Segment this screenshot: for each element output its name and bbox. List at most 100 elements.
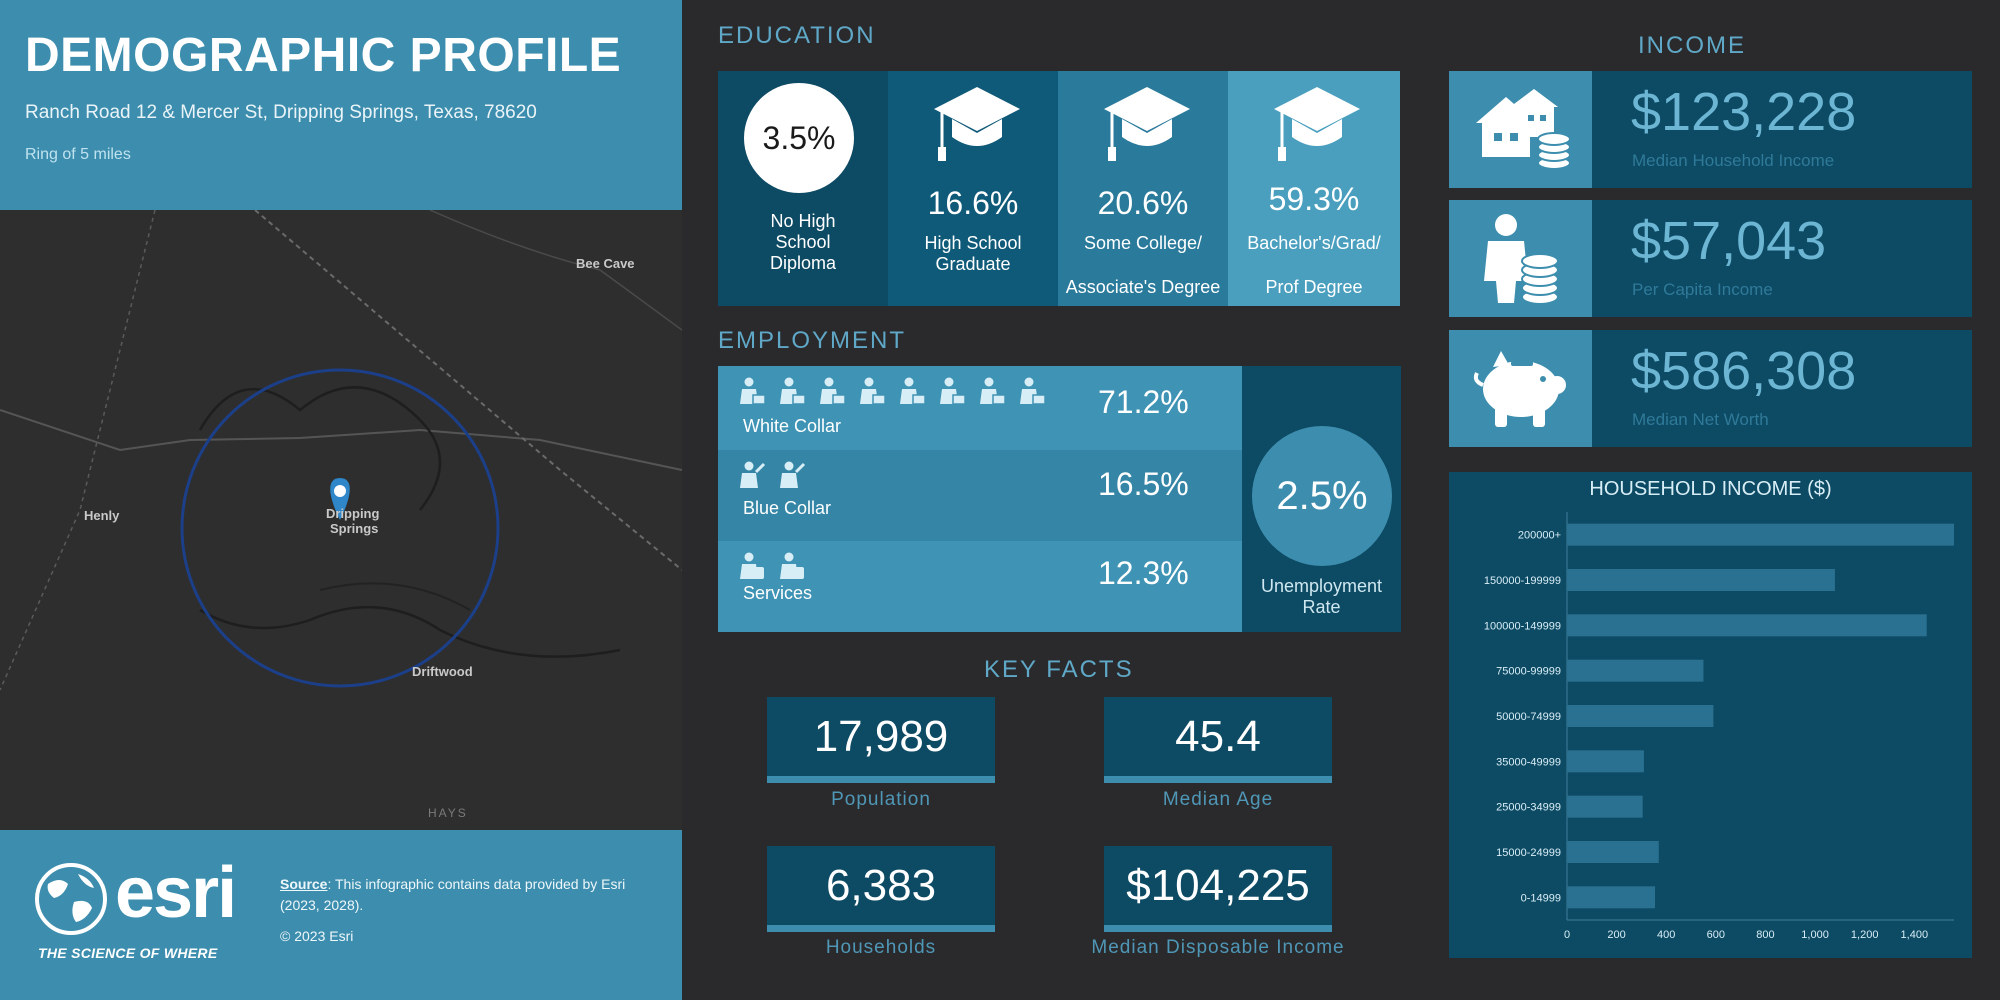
edu-label-line1: Some College/: [1083, 233, 1203, 253]
unemployment-panel: 2.5% Unemployment Rate: [1242, 366, 1401, 632]
unemployment-label-line1: Unemployment: [1260, 576, 1383, 596]
ring-circle: [180, 368, 500, 688]
category-label: 75000-99999: [1496, 666, 1561, 678]
key-fact-households-value: 6,383: [767, 846, 995, 932]
office-worker-icon: [740, 377, 766, 405]
source-note: Source: This infographic contains data p…: [280, 874, 660, 916]
source-text: : This infographic contains data provide…: [280, 876, 626, 913]
key-facts-title: KEY FACTS: [984, 656, 1134, 683]
unemployment-label: Unemployment Rate: [1242, 576, 1401, 618]
education-no-diploma: 3.5% No High School Diploma: [718, 71, 888, 306]
employment-row-blue-collar: Blue Collar 16.5%: [718, 450, 1242, 541]
unemployment-label-line2: Rate: [1302, 597, 1341, 617]
office-worker-icon: [980, 377, 1006, 405]
edu-pct-circle: 3.5%: [744, 83, 854, 193]
household-income-chart-panel: HOUSEHOLD INCOME ($) 200000+ 150000-19999…: [1449, 472, 1972, 958]
bar-150000-199999[interactable]: [1567, 569, 1835, 591]
edu-label: No High School Diploma: [769, 211, 837, 273]
x-tick-label: 1,400: [1901, 929, 1929, 941]
map-canvas: [0, 210, 682, 691]
category-label: 25000-34999: [1496, 802, 1561, 814]
ring-text: Ring of 5 miles: [25, 146, 131, 163]
person-coins-icon: [1449, 200, 1592, 317]
copyright-text: © 2023 Esri: [280, 928, 354, 944]
key-fact-disposable-income-label: Median Disposable Income: [1091, 937, 1345, 958]
bar-15000-24999[interactable]: [1567, 841, 1659, 863]
bar-50000-74999[interactable]: [1567, 705, 1714, 727]
category-label: 100000-149999: [1484, 620, 1561, 632]
bar-35000-49999[interactable]: [1567, 750, 1644, 773]
service-worker-icon: [740, 552, 764, 579]
employment-label: Services: [743, 583, 813, 603]
bar-100000-149999[interactable]: [1567, 614, 1927, 637]
left-panel: DEMOGRAPHIC PROFILE Ranch Road 12 & Merc…: [0, 0, 682, 1000]
edu-label-line2: Prof Degree: [1265, 277, 1363, 297]
key-fact-population-label: Population: [831, 789, 931, 810]
key-fact-median-age-value: 45.4: [1104, 697, 1332, 783]
key-fact-disposable-income-value: $104,225: [1104, 846, 1332, 932]
key-fact-median-age-label: Median Age: [1162, 789, 1274, 810]
globe-icon: [35, 863, 107, 935]
source-link[interactable]: Source: [280, 876, 328, 892]
manual-worker-icon: [780, 461, 806, 488]
category-label: 0-14999: [1521, 892, 1561, 904]
map-view[interactable]: Bee Cave Henly Dripping Springs Driftwoo…: [0, 210, 682, 830]
map-label-henly: Henly: [84, 508, 120, 523]
category-label: 15000-24999: [1496, 847, 1561, 859]
income-value: $57,043: [1631, 211, 1827, 271]
category-label: 200000+: [1518, 530, 1561, 542]
employment-panel: White Collar 71.2% Blue Collar 16.5% Ser…: [718, 366, 1401, 632]
map-label-springs: Springs: [330, 521, 379, 536]
bar-200000+[interactable]: [1567, 523, 1954, 546]
key-fact-households-label: Households: [825, 937, 937, 958]
income-title: INCOME: [1638, 32, 1746, 59]
unemployment-rate-circle: 2.5%: [1252, 426, 1392, 566]
employment-label: Blue Collar: [743, 498, 832, 518]
graduation-cap-icon: [1104, 87, 1190, 161]
category-label: 150000-199999: [1484, 575, 1561, 587]
edu-label-line1: Bachelor's/Grad/: [1247, 233, 1381, 253]
employment-pct: 71.2%: [1098, 384, 1189, 420]
office-worker-icon: [860, 377, 886, 405]
bar-0-14999[interactable]: [1567, 886, 1656, 909]
category-label: 35000-49999: [1496, 756, 1561, 768]
x-tick-label: 800: [1756, 929, 1774, 941]
chart-title: HOUSEHOLD INCOME ($): [1589, 478, 1832, 500]
page-title: DEMOGRAPHIC PROFILE: [25, 29, 622, 82]
map-label-bee-cave: Bee Cave: [576, 256, 635, 271]
graduation-cap-icon: [1274, 87, 1360, 161]
education-title: EDUCATION: [718, 22, 876, 49]
esri-tagline: THE SCIENCE OF WHERE: [38, 945, 218, 961]
office-worker-icon: [940, 377, 966, 405]
income-median-household: $123,228 Median Household Income: [1449, 71, 1972, 188]
income-value: $123,228: [1631, 82, 1857, 142]
employment-pct: 16.5%: [1098, 466, 1189, 502]
key-fact-population-value: 17,989: [767, 697, 995, 783]
household-income-chart: 200000+ 150000-199999 100000-149999 75000-9…: [1484, 512, 1954, 941]
income-label: Per Capita Income: [1632, 280, 1773, 299]
edu-label-line2: Associate's Degree: [1065, 277, 1221, 297]
bar-75000-99999[interactable]: [1567, 659, 1704, 682]
office-worker-icon: [900, 377, 926, 405]
edu-pct: 20.6%: [1097, 185, 1189, 221]
graduation-cap-icon: [934, 87, 1020, 161]
esri-logo-text: esri: [115, 853, 237, 933]
education-high-school: 16.6% High School Graduate: [888, 71, 1058, 306]
location-pin-icon[interactable]: [330, 478, 350, 520]
map-label-dripping: Dripping: [326, 506, 380, 521]
income-per-capita: $57,043 Per Capita Income: [1449, 200, 1972, 317]
map-label-hays: HAYS: [428, 806, 468, 820]
edu-pct: 16.6%: [927, 185, 1019, 221]
office-worker-icon: [1020, 377, 1046, 405]
map-label-driftwood: Driftwood: [412, 664, 473, 679]
income-net-worth: $586,308 Median Net Worth: [1449, 330, 1972, 447]
office-worker-icon: [780, 377, 806, 405]
bar-25000-34999[interactable]: [1567, 795, 1643, 818]
employment-pct: 12.3%: [1098, 555, 1189, 591]
edu-label: High School Graduate: [924, 233, 1022, 274]
education-bachelors: 59.3% Bachelor's/Grad/ Prof Degree: [1228, 71, 1400, 306]
profile-header: DEMOGRAPHIC PROFILE Ranch Road 12 & Merc…: [0, 0, 682, 210]
service-worker-icon: [780, 552, 804, 579]
office-worker-icon: [820, 377, 846, 405]
x-tick-label: 600: [1707, 929, 1725, 941]
